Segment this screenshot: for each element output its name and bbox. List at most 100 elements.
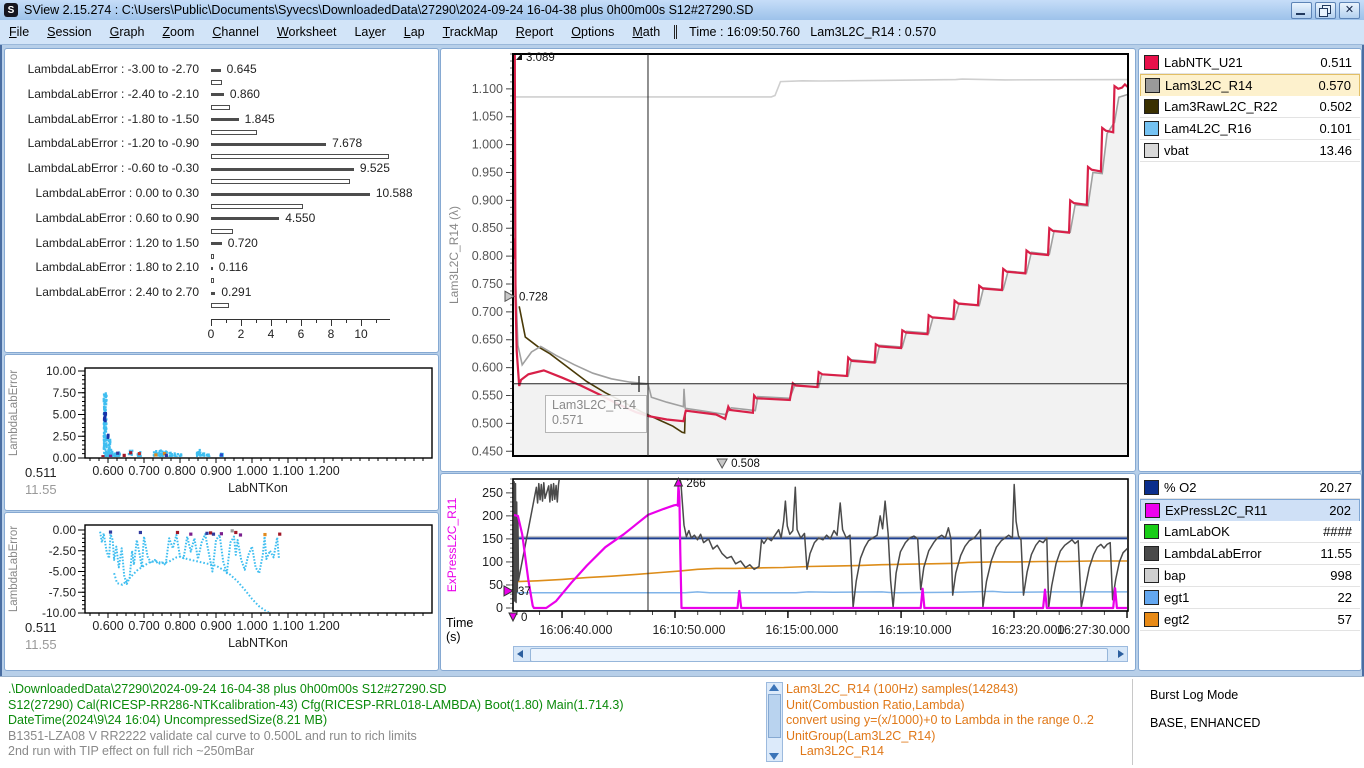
histogram-axis-tick-label: 8 xyxy=(323,327,339,341)
footer-scrollbar[interactable] xyxy=(766,682,783,762)
scroll-left-icon[interactable] xyxy=(517,650,523,658)
time-tick-label: 16:06:40.000 xyxy=(540,623,613,637)
log-file-line: S12(27290) Cal(RICESP-RR286-NTKcalibrati… xyxy=(8,698,624,714)
channel-color-swatch xyxy=(1144,546,1159,561)
scatter-chart: 0.00-2.50-5.00-7.50-10.000.6000.7000.800… xyxy=(5,513,438,670)
histogram-bar-value: 0.291 xyxy=(221,285,251,299)
channel-row-labntk-u21[interactable]: LabNTK_U210.511 xyxy=(1140,52,1360,74)
y-axis-label: Lam3L2C_R14 (λ) xyxy=(447,206,461,304)
histogram-axis-tick xyxy=(376,319,377,323)
menu-item-graph[interactable]: Graph xyxy=(101,25,154,39)
log-comment-line: B1351-LZA08 V RR2222 validate cal curve … xyxy=(8,729,624,745)
footer-scroll-thumb[interactable] xyxy=(768,694,781,738)
time-scrollbar[interactable] xyxy=(513,646,1128,662)
time-axis-label-line2: (s) xyxy=(446,630,473,644)
close-button[interactable]: ✕ xyxy=(1339,2,1360,19)
menu-item-layer[interactable]: Layer xyxy=(345,25,394,39)
pressure-chart-panel[interactable]: 05010015020025016:06:40.00016:10:50.0001… xyxy=(440,473,1136,671)
channel-value: 57 xyxy=(1338,612,1352,627)
tick-label: 0.00 xyxy=(53,451,77,465)
menu-bar: FileSessionGraphZoomChannelWorksheetLaye… xyxy=(0,20,1364,45)
min-marker-icon xyxy=(509,613,517,621)
histogram-bar-value: 7.678 xyxy=(332,136,362,150)
window-title: SView 2.15.274 : C:\Users\Public\Documen… xyxy=(24,3,753,17)
tick-label: 0.700 xyxy=(128,619,159,633)
channel-value: 998 xyxy=(1330,568,1352,583)
histogram-gap-bar xyxy=(211,278,214,283)
tick-label: 0.850 xyxy=(472,221,503,235)
channel-row-egt2[interactable]: egt257 xyxy=(1140,609,1360,631)
channel-row-lam3rawl2c-r22[interactable]: Lam3RawL2C_R220.502 xyxy=(1140,96,1360,118)
channel-value: 13.46 xyxy=(1319,143,1352,158)
channel-row-vbat[interactable]: vbat13.46 xyxy=(1140,140,1360,162)
menu-item-session[interactable]: Session xyxy=(38,25,100,39)
tooltip-channel-value: 0.571 xyxy=(552,413,640,428)
menu-item-math[interactable]: Math xyxy=(623,25,669,39)
menu-item-trackmap[interactable]: TrackMap xyxy=(434,25,507,39)
scatter-panel-bottom[interactable]: 0.00-2.50-5.00-7.50-10.000.6000.7000.800… xyxy=(4,512,439,671)
channel-row--o2[interactable]: % O220.27 xyxy=(1140,477,1360,499)
plot-border xyxy=(85,368,432,458)
menu-item-channel[interactable]: Channel xyxy=(203,25,268,39)
histogram-gap-bar xyxy=(211,130,257,135)
menu-item-report[interactable]: Report xyxy=(507,25,563,39)
footer-divider xyxy=(1132,679,1133,765)
time-tick-label: 16:19:10.000 xyxy=(879,623,952,637)
scatter-panel-top[interactable]: 10.007.505.002.500.000.6000.7000.8000.90… xyxy=(4,354,439,511)
scroll-right-icon[interactable] xyxy=(1118,650,1124,658)
channel-value: 11.55 xyxy=(1320,546,1352,561)
corner-value-black: 0.511 xyxy=(25,620,57,635)
main-chart-panel[interactable]: 1.1001.0501.0000.9500.9000.8500.8000.750… xyxy=(440,48,1136,472)
pressure-chart: 05010015020025016:06:40.00016:10:50.0001… xyxy=(441,474,1135,670)
channel-color-swatch xyxy=(1144,55,1159,70)
histogram-bar-value: 1.845 xyxy=(245,112,275,126)
time-scroll-thumb[interactable] xyxy=(530,648,1108,662)
tick-label: 0.450 xyxy=(472,444,503,458)
log-comment-line: 2nd run with TIP effect on full rich ~25… xyxy=(8,744,624,760)
menu-items: FileSessionGraphZoomChannelWorksheetLaye… xyxy=(0,25,669,39)
menu-item-worksheet[interactable]: Worksheet xyxy=(268,25,346,39)
channel-color-swatch xyxy=(1144,121,1159,136)
title-bar: S SView 2.15.274 : C:\Users\Public\Docum… xyxy=(0,0,1364,21)
histogram-bar xyxy=(211,168,354,171)
histogram-axis-tick xyxy=(301,319,302,326)
histogram-bar-value: 9.525 xyxy=(360,161,390,175)
scroll-down-icon[interactable] xyxy=(769,753,779,760)
histogram-bar xyxy=(211,292,215,295)
time-tick-label: 16:23:20.000 xyxy=(991,623,1064,637)
histogram-panel[interactable]: LambdaLabError : -3.00 to -2.700.645Lamb… xyxy=(4,48,439,353)
channel-value: 0.511 xyxy=(1320,55,1352,70)
channel-row-bap[interactable]: bap998 xyxy=(1140,565,1360,587)
channel-name: Lam4L2C_R16 xyxy=(1164,121,1251,136)
menu-item-zoom[interactable]: Zoom xyxy=(153,25,203,39)
channel-info-text: Lam3L2C_R14 (100Hz) samples(142843)Unit(… xyxy=(786,682,1094,760)
histogram-gap-bar xyxy=(211,204,303,209)
channel-row-lamlabok[interactable]: LamLabOK#### xyxy=(1140,521,1360,543)
tick-label: 1.200 xyxy=(308,464,339,478)
tick-label: 0.650 xyxy=(472,333,503,347)
tick-label: 0.700 xyxy=(472,305,503,319)
menu-item-options[interactable]: Options xyxy=(562,25,623,39)
channel-name: Lam3RawL2C_R22 xyxy=(1164,99,1277,114)
restore-button[interactable] xyxy=(1315,2,1336,19)
minimize-button[interactable] xyxy=(1291,2,1312,19)
cursor-status: Time : 16:09:50.760 Lam3L2C_R14 : 0.570 xyxy=(674,25,936,39)
channel-row-expressl2c-r11[interactable]: ExPressL2C_R11202 xyxy=(1140,499,1360,522)
menu-item-lap[interactable]: Lap xyxy=(395,25,434,39)
time-tick-label: 16:10:50.000 xyxy=(652,623,725,637)
scroll-up-icon[interactable] xyxy=(769,684,779,691)
menu-item-file[interactable]: File xyxy=(0,25,38,39)
histogram-bar-value: 0.860 xyxy=(230,87,260,101)
histogram-row-label: LambdaLabError : 1.20 to 1.50 xyxy=(7,236,199,250)
histogram-axis-tick xyxy=(361,319,362,326)
corner-value-gray: 11.55 xyxy=(25,637,57,652)
y-axis-label: LambdaLabError xyxy=(8,370,20,456)
channel-row-lambdalaberror[interactable]: LambdaLabError11.55 xyxy=(1140,543,1360,565)
tick-label: -5.00 xyxy=(49,565,77,579)
tick-label: 1.100 xyxy=(472,82,503,96)
channel-row-lam4l2c-r16[interactable]: Lam4L2C_R160.101 xyxy=(1140,118,1360,140)
channel-row-egt1[interactable]: egt122 xyxy=(1140,587,1360,609)
channel-row-lam3l2c-r14[interactable]: Lam3L2C_R140.570 xyxy=(1140,74,1360,97)
channel-name: LamLabOK xyxy=(1164,524,1230,539)
histogram-bar xyxy=(211,217,279,220)
